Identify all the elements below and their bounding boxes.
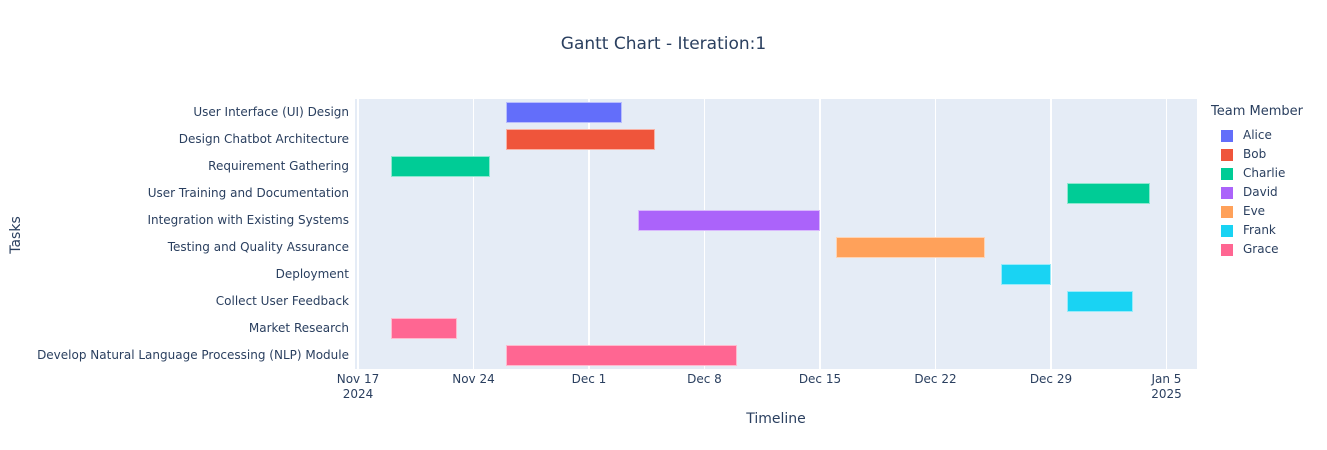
x-tick-label: Nov 24 xyxy=(452,372,495,386)
x-tick-label: Dec 8 xyxy=(687,372,722,386)
legend-item-frank[interactable]: Frank xyxy=(1211,221,1303,240)
legend-title: Team Member xyxy=(1211,104,1303,119)
chart-title: Gantt Chart - Iteration:1 xyxy=(560,34,767,54)
y-tick-label: Integration with Existing Systems xyxy=(147,213,349,227)
gantt-bar[interactable] xyxy=(390,318,457,339)
legend-label: David xyxy=(1243,185,1278,199)
gantt-bar[interactable] xyxy=(390,156,490,177)
gantt-bar[interactable] xyxy=(1001,264,1051,285)
legend-color-swatch xyxy=(1221,148,1233,161)
x-axis-tick-labels: Nov 17 2024 Nov 24 Dec 1 Dec 8 Dec 15 Dec 22 D… xyxy=(337,372,1197,406)
y-tick-label: User Interface (UI) Design xyxy=(193,105,349,119)
legend-color-swatch xyxy=(1221,243,1233,256)
y-tick-label: Requirement Gathering xyxy=(208,159,349,173)
legend-item-grace[interactable]: Grace xyxy=(1211,240,1303,259)
legend: Team Member Alice Bob Charlie David Eve Frank… xyxy=(1211,104,1303,259)
x-tick-label: Dec 15 xyxy=(798,372,842,386)
legend-item-alice[interactable]: Alice xyxy=(1211,126,1303,145)
legend-item-david[interactable]: David xyxy=(1211,183,1303,202)
legend-item-bob[interactable]: Bob xyxy=(1211,145,1303,164)
x-axis-title: Timeline xyxy=(746,411,806,427)
gantt-bar[interactable] xyxy=(506,129,655,150)
x-tick-label: Dec 29 xyxy=(1029,372,1073,386)
y-tick-label: Design Chatbot Architecture xyxy=(178,132,349,146)
legend-items: Alice Bob Charlie David Eve Frank Grace xyxy=(1211,126,1303,259)
legend-label: Eve xyxy=(1243,204,1266,218)
legend-color-swatch xyxy=(1221,167,1233,180)
x-gridline xyxy=(1050,99,1052,369)
legend-label: Charlie xyxy=(1243,166,1286,180)
legend-label: Frank xyxy=(1243,223,1276,237)
legend-label: Bob xyxy=(1243,147,1267,161)
gantt-bar[interactable] xyxy=(506,102,622,123)
y-tick-label: Collect User Feedback xyxy=(215,294,349,308)
x-gridline xyxy=(588,99,590,369)
gantt-bar[interactable] xyxy=(1067,183,1150,204)
legend-item-charlie[interactable]: Charlie xyxy=(1211,164,1303,183)
x-tick-label: Dec 22 xyxy=(914,372,957,386)
legend-color-swatch xyxy=(1221,186,1233,199)
x-gridline xyxy=(934,99,937,369)
gantt-bar[interactable] xyxy=(836,237,985,258)
legend-item-eve[interactable]: Eve xyxy=(1211,202,1303,221)
x-gridline xyxy=(819,99,821,369)
y-axis-tick-labels: User Interface (UI) Design Design Chatbot… xyxy=(0,99,349,369)
legend-label: Alice xyxy=(1243,128,1272,142)
x-tick-label: Nov 17 2024 xyxy=(336,372,380,401)
x-gridline xyxy=(703,99,706,369)
plot-area[interactable] xyxy=(355,99,1197,369)
y-tick-label: Market Research xyxy=(248,321,349,335)
x-tick-label: Jan 5 2025 xyxy=(1151,372,1182,401)
y-tick-label: Testing and Quality Assurance xyxy=(167,240,349,254)
y-tick-label: Deployment xyxy=(275,267,349,281)
legend-color-swatch xyxy=(1221,129,1233,142)
gantt-bar[interactable] xyxy=(638,210,820,231)
gantt-bar[interactable] xyxy=(1067,291,1134,312)
gantt-bar[interactable] xyxy=(506,345,738,366)
x-gridline xyxy=(472,99,475,369)
legend-color-swatch xyxy=(1221,224,1233,237)
legend-label: Grace xyxy=(1243,242,1279,256)
legend-color-swatch xyxy=(1221,205,1233,218)
y-tick-label: Develop Natural Language Processing (NLP… xyxy=(37,348,349,362)
x-gridline xyxy=(1165,99,1168,369)
x-gridline xyxy=(357,99,359,369)
x-tick-label: Dec 1 xyxy=(571,372,607,386)
y-tick-label: User Training and Documentation xyxy=(147,186,349,200)
